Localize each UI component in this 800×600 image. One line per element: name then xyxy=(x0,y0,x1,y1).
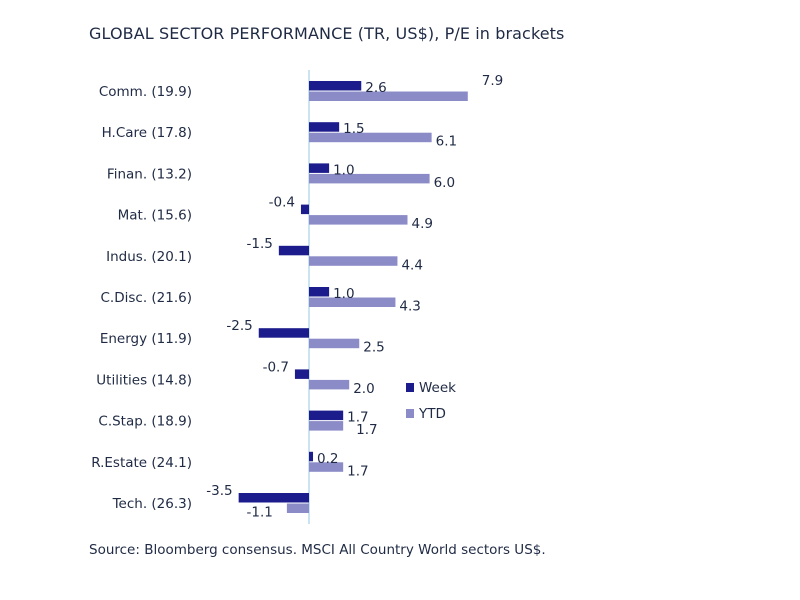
category-label: C.Disc. (21.6) xyxy=(101,290,193,306)
bar-ytd xyxy=(309,256,398,266)
bar-week xyxy=(309,163,330,173)
data-label-week: 0.2 xyxy=(317,451,338,467)
category-label: Tech. (26.3) xyxy=(112,496,192,512)
data-label-ytd: 2.5 xyxy=(363,340,384,356)
bar-week xyxy=(294,369,309,379)
data-label-ytd: 6.1 xyxy=(436,134,457,150)
chart-title: GLOBAL SECTOR PERFORMANCE (TR, US$), P/E… xyxy=(89,24,565,43)
chart-source-note: Source: Bloomberg consensus. MSCI All Co… xyxy=(89,542,546,558)
data-label-ytd: 7.9 xyxy=(482,73,503,89)
data-label-ytd: 6.0 xyxy=(434,175,455,191)
category-label: R.Estate (24.1) xyxy=(91,455,192,471)
data-label-ytd: 1.7 xyxy=(347,463,368,479)
legend-swatch-ytd xyxy=(406,409,414,418)
bar-week xyxy=(300,204,309,215)
data-label-week: 1.7 xyxy=(347,410,368,426)
bar-week xyxy=(309,451,314,462)
category-label: Energy (11.9) xyxy=(100,331,192,347)
data-label-ytd: 4.9 xyxy=(411,216,432,232)
bar-ytd xyxy=(309,297,396,307)
data-label-week: -2.5 xyxy=(226,318,252,334)
category-label: Mat. (15.6) xyxy=(118,208,192,224)
bar-week xyxy=(258,328,309,338)
bar-ytd xyxy=(309,338,360,349)
bar-week xyxy=(309,122,340,132)
bar-week xyxy=(309,410,344,421)
bar-ytd xyxy=(309,132,432,143)
bar-week xyxy=(278,245,309,256)
bar-ytd xyxy=(309,215,408,225)
bar-ytd xyxy=(309,379,350,390)
legend-label-week: Week xyxy=(419,380,456,396)
data-label-week: -0.4 xyxy=(269,195,295,211)
data-label-week: 1.5 xyxy=(343,121,364,137)
data-label-week: -0.7 xyxy=(263,359,289,375)
category-label: Comm. (19.9) xyxy=(99,84,192,100)
data-label-week: 1.0 xyxy=(333,162,354,178)
category-label: C.Stap. (18.9) xyxy=(98,414,192,430)
data-label-week: -3.5 xyxy=(206,483,232,499)
data-label-ytd: 1.7 xyxy=(356,422,377,438)
bar-week xyxy=(238,493,309,503)
legend-label-ytd: YTD xyxy=(418,406,446,422)
bar-week xyxy=(309,287,330,297)
category-label: Indus. (20.1) xyxy=(106,249,192,265)
category-label: Utilities (14.8) xyxy=(96,372,192,388)
category-label: H.Care (17.8) xyxy=(102,125,192,141)
bar-ytd xyxy=(309,91,468,101)
data-label-ytd: -1.1 xyxy=(247,505,273,521)
data-label-ytd: 4.4 xyxy=(401,257,422,273)
bar-ytd xyxy=(309,173,430,184)
data-label-ytd: 4.3 xyxy=(399,299,420,315)
legend-swatch-week xyxy=(406,383,414,392)
bar-ytd xyxy=(309,462,344,472)
bar-ytd xyxy=(309,421,344,431)
bar-ytd xyxy=(286,503,309,513)
data-label-week: 2.6 xyxy=(365,80,386,96)
bar-week xyxy=(309,81,362,91)
data-label-week: 1.0 xyxy=(333,286,354,302)
category-label: Finan. (13.2) xyxy=(107,166,192,182)
data-label-week: -1.5 xyxy=(247,236,273,252)
data-label-ytd: 2.0 xyxy=(353,381,374,397)
